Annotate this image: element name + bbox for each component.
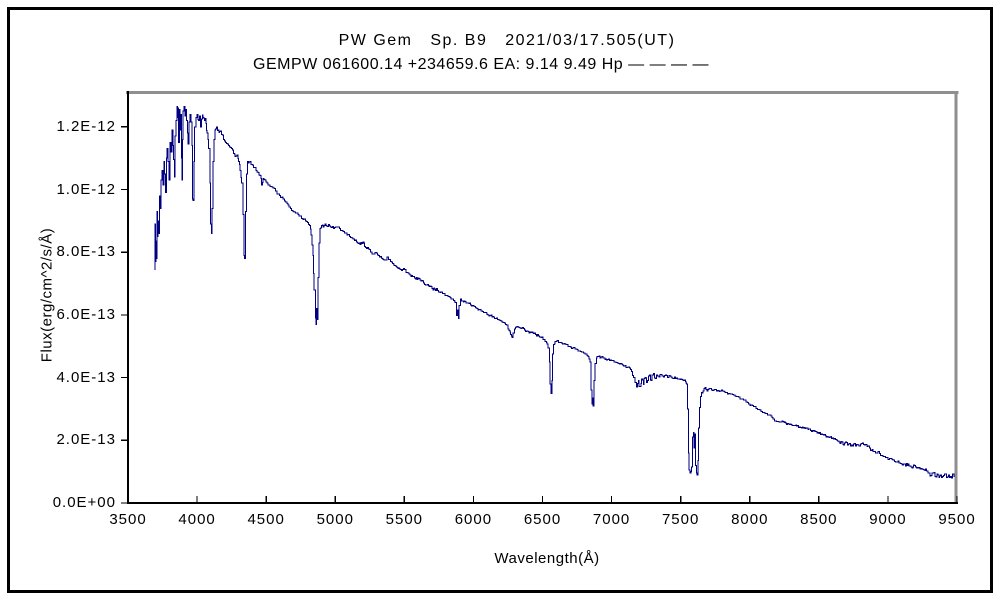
x-tick-label: 9000 (869, 511, 907, 528)
y-tick-label: 6.0E-13 (56, 305, 116, 323)
x-tick-label: 8000 (731, 511, 769, 528)
x-tick-label: 5500 (385, 511, 424, 528)
y-tick-label: 1.0E-12 (56, 180, 116, 198)
x-axis-title: Wavelength(Å) (494, 550, 600, 567)
x-tick-label: 6000 (454, 511, 493, 528)
chart-subtitle: GEMPW 061600.14 +234659.6 EA: 9.14 9.49 … (253, 56, 709, 73)
x-tick-label: 4500 (247, 511, 285, 528)
y-tick-label: 1.2E-12 (56, 117, 116, 135)
x-tick-label: 7000 (592, 511, 631, 528)
x-tick-label: 3500 (109, 511, 147, 528)
y-tick-label: 4.0E-13 (56, 368, 116, 386)
x-tick-label: 6500 (523, 511, 562, 528)
x-tick-label: 7500 (661, 511, 700, 528)
spectrum-line (154, 105, 958, 479)
x-tick-label: 4000 (178, 511, 216, 528)
y-tick-label: 0.0E+00 (52, 494, 116, 511)
x-tick-label: 9500 (938, 511, 976, 528)
x-tick-label: 5000 (316, 511, 354, 528)
chart-title: PW Gem Sp. B9 2021/03/17.505(UT) (338, 32, 676, 49)
x-tick-label: 8500 (800, 511, 838, 528)
y-tick-label: 2.0E-13 (56, 431, 116, 449)
y-tick-label: 8.0E-13 (56, 243, 116, 261)
